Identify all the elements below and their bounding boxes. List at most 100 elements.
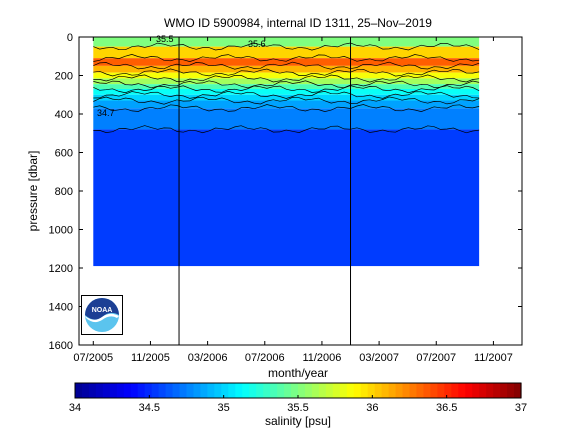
colorbar-cell bbox=[102, 383, 111, 398]
contour-label: 35.5 bbox=[156, 34, 174, 44]
salinity-band-8 bbox=[93, 94, 480, 101]
colorbar-cell bbox=[130, 383, 139, 398]
x-tick-label: 07/2005 bbox=[73, 352, 113, 364]
colorbar-cell bbox=[235, 383, 243, 398]
colorbar-cell bbox=[402, 383, 411, 398]
colorbar-cell bbox=[311, 383, 320, 398]
colorbar-cell bbox=[200, 383, 209, 398]
colorbar-cell bbox=[507, 383, 515, 398]
noaa-emblem-icon: NOAA bbox=[85, 298, 119, 332]
colorbar-cell bbox=[179, 383, 188, 398]
noaa-logo: NOAA bbox=[81, 295, 123, 335]
colorbar-cell bbox=[423, 383, 432, 398]
salinity-band-0 bbox=[93, 37, 480, 47]
colorbar-cell bbox=[325, 383, 334, 398]
colorbar-cell bbox=[304, 383, 313, 398]
salinity-band-3 bbox=[93, 65, 480, 73]
colorbar-cell bbox=[388, 383, 397, 398]
colorbar-cell bbox=[165, 383, 174, 398]
x-tick-label: 11/2007 bbox=[474, 352, 513, 364]
colorbar-cell bbox=[493, 383, 501, 398]
colorbar-cell bbox=[95, 383, 104, 398]
colorbar-cell bbox=[109, 383, 118, 398]
colorbar-tick-label: 34.5 bbox=[139, 402, 160, 414]
contour-line-10 bbox=[93, 125, 480, 134]
x-tick-label: 03/2007 bbox=[359, 352, 399, 364]
colorbar-cell bbox=[430, 383, 438, 398]
contour-line-0 bbox=[93, 42, 480, 51]
colorbar-cell bbox=[123, 383, 132, 398]
salinity-band-6 bbox=[93, 84, 480, 89]
y-ticks: 0 200 400 600 800 1000 1200 1400 1600 bbox=[49, 32, 522, 352]
colorbar-cell bbox=[332, 383, 341, 398]
y-tick-label: 1200 bbox=[49, 263, 73, 275]
contour-line-3 bbox=[93, 68, 480, 77]
colorbar: 34 34.5 35 35.5 36 36.5 37 bbox=[69, 382, 527, 414]
colorbar-cell bbox=[270, 383, 278, 398]
colorbar-cell bbox=[360, 383, 369, 398]
contour-line-2 bbox=[93, 61, 480, 70]
colorbar-cell bbox=[158, 383, 167, 398]
contour-line-8 bbox=[93, 96, 480, 105]
colorbar-cell bbox=[395, 383, 404, 398]
colorbar-cell bbox=[374, 383, 383, 398]
y-tick-label: 1000 bbox=[49, 225, 73, 237]
colorbar-cell bbox=[193, 383, 202, 398]
colorbar-cell bbox=[458, 383, 466, 398]
colorbar-cell bbox=[284, 383, 292, 398]
colorbar-cell bbox=[500, 383, 508, 398]
salinity-band-2 bbox=[93, 58, 480, 66]
svg-text:NOAA: NOAA bbox=[92, 307, 113, 314]
salinity-band-10 bbox=[93, 108, 480, 130]
colorbar-tick-label: 35 bbox=[218, 402, 230, 414]
colorbar-cell bbox=[346, 383, 355, 398]
salinity-band-7 bbox=[93, 88, 480, 95]
contour-line-7 bbox=[93, 90, 480, 99]
colorbar-cell bbox=[144, 383, 153, 398]
y-tick-label: 200 bbox=[55, 71, 73, 83]
colorbar-cell bbox=[263, 383, 271, 398]
contour-line-6 bbox=[93, 85, 480, 94]
colorbar-cell bbox=[151, 383, 160, 398]
colorbar-cell bbox=[81, 383, 90, 398]
colorbar-cell bbox=[486, 383, 494, 398]
x-tick-label: 11/2005 bbox=[131, 352, 170, 364]
colorbar-cell bbox=[367, 383, 376, 398]
colorbar-cell bbox=[228, 383, 236, 398]
colorbar-label: salinity [psu] bbox=[265, 414, 331, 428]
colorbar-cell bbox=[214, 383, 222, 398]
colorbar-cell bbox=[514, 383, 522, 398]
x-tick-label: 07/2007 bbox=[416, 352, 456, 364]
colorbar-cell bbox=[88, 383, 97, 398]
colorbar-tick-label: 36 bbox=[366, 402, 378, 414]
colorbar-tick-label: 34 bbox=[69, 402, 81, 414]
y-tick-label: 600 bbox=[55, 148, 73, 160]
y-axis-label: pressure [dbar] bbox=[26, 151, 40, 232]
colorbar-tick-label: 37 bbox=[515, 402, 527, 414]
contour-label: 35.6 bbox=[248, 39, 266, 49]
plot-data bbox=[93, 37, 480, 267]
contour-line-9 bbox=[93, 104, 480, 112]
colorbar-cell bbox=[249, 383, 257, 398]
colorbar-cell bbox=[137, 383, 146, 398]
colorbar-cell bbox=[116, 383, 125, 398]
contours: 35.5 35.6 34.7 bbox=[93, 34, 480, 134]
x-tick-label: 07/2006 bbox=[245, 352, 285, 364]
colorbar-cell bbox=[479, 383, 487, 398]
chart-title: WMO ID 5900984, internal ID 1311, 25–Nov… bbox=[164, 16, 432, 30]
colorbar-cell bbox=[256, 383, 264, 398]
colorbar-tick-label: 36.5 bbox=[436, 402, 457, 414]
colorbar-cell bbox=[242, 383, 250, 398]
colorbar-cell bbox=[465, 383, 473, 398]
colorbar-cell bbox=[444, 383, 452, 398]
colorbar-cell bbox=[318, 383, 327, 398]
salinity-band-1 bbox=[93, 46, 480, 59]
contour-line-4 bbox=[93, 74, 480, 83]
colorbar-cell bbox=[339, 383, 348, 398]
colorbar-tick-label: 35.5 bbox=[287, 402, 308, 414]
colorbar-cell bbox=[451, 383, 459, 398]
y-tick-label: 400 bbox=[55, 109, 73, 121]
contour-label: 34.7 bbox=[97, 108, 115, 118]
